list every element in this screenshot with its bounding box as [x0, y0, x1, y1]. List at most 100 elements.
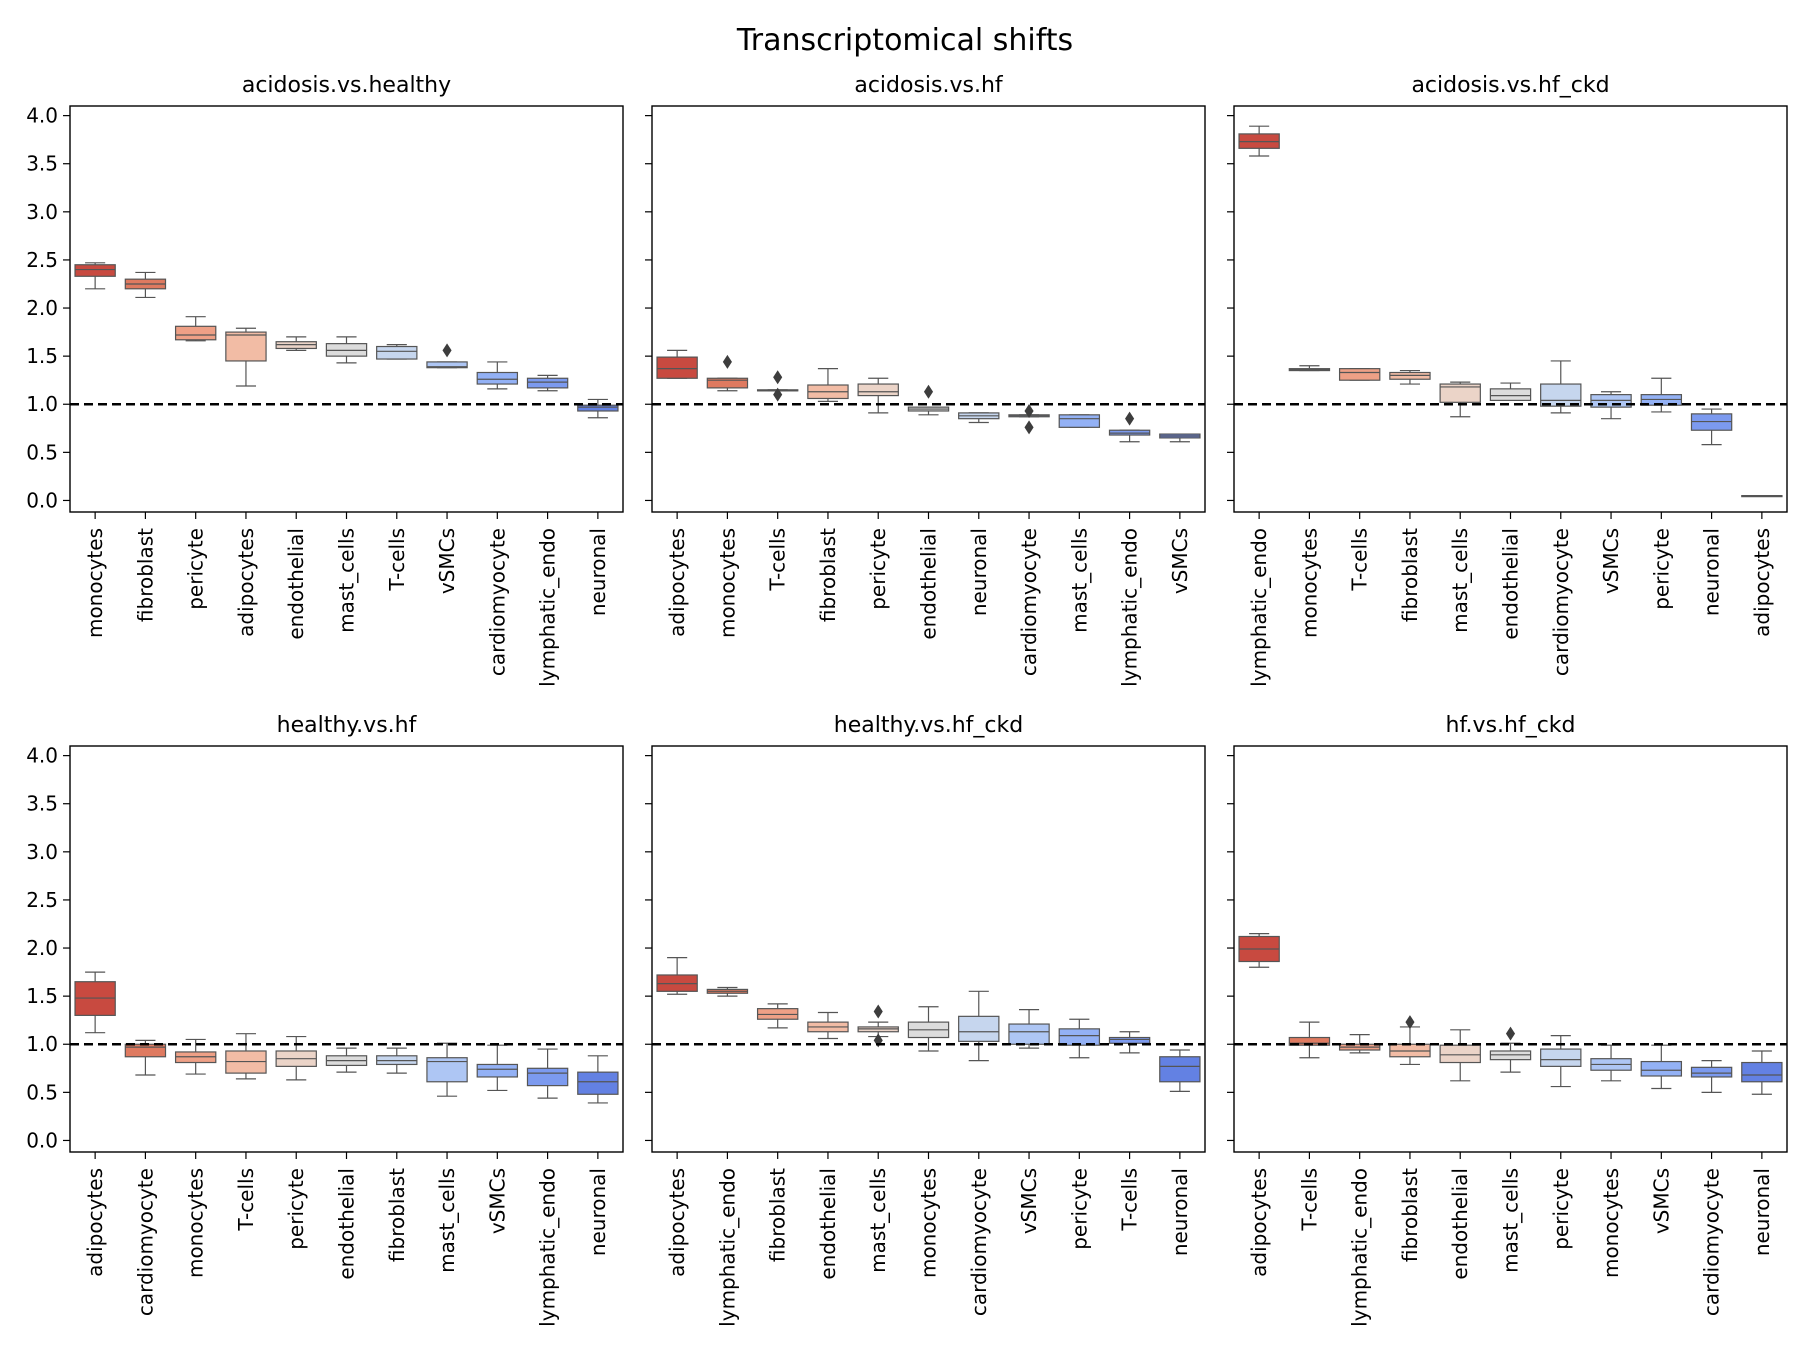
x-tick-label: cardiomyocyte [1700, 1168, 1724, 1316]
panel-title: acidosis.vs.hf_ckd [1411, 73, 1609, 98]
x-tick-label: cardiomyocyte [1549, 528, 1573, 676]
x-tick-label: lymphatic_endo [715, 1168, 739, 1327]
x-tick-label: neuronal [586, 1168, 610, 1256]
box-monocytes [74, 262, 116, 290]
box-body [526, 377, 569, 389]
box-body [1540, 1048, 1582, 1067]
y-tick-label: 2.5 [26, 248, 58, 272]
box-vSMCs [1590, 391, 1632, 420]
x-tick-label: pericyte [1649, 528, 1673, 610]
box-body [476, 371, 519, 385]
box-mast_cells [857, 1004, 899, 1048]
box-cardiomyocyte [124, 1039, 167, 1076]
box-adipocytes [1238, 933, 1280, 968]
box-fibroblast [124, 271, 167, 299]
axes-frame [69, 745, 624, 1153]
y-tick-label: 3.0 [26, 200, 58, 224]
y-tick-label: 1.0 [26, 1032, 58, 1056]
panel-title: acidosis.vs.healthy [242, 73, 451, 98]
y-tick-label: 4.0 [26, 104, 58, 128]
panel-2: acidosis.vs.hf adipocytes monocytes T-cells… [645, 73, 1206, 687]
x-tick-label: mast_cells [435, 1168, 459, 1273]
outlier-point [1505, 1026, 1516, 1041]
box-neuronal [1690, 408, 1733, 446]
box-pericyte [1640, 377, 1683, 413]
box-adipocytes [1741, 495, 1783, 498]
box-fibroblast [756, 1003, 799, 1029]
box-body [376, 345, 418, 360]
x-tick-label: adipocytes [83, 1168, 107, 1277]
x-tick-label: monocytes [1599, 1168, 1623, 1278]
box-mast_cells [426, 1042, 468, 1097]
box-body [1741, 1061, 1783, 1083]
box-neuronal [1741, 1050, 1783, 1095]
box-lymphatic_endo [1238, 125, 1280, 157]
box-vSMCs [1008, 1009, 1050, 1049]
x-tick-label: monocytes [917, 1168, 941, 1278]
box-endothelial [807, 1011, 849, 1040]
box-vSMCs [476, 1044, 519, 1092]
x-tick-label: endothelial [816, 1168, 840, 1280]
panel-title: hf.vs.hf_ckd [1445, 713, 1575, 738]
x-tick-label: neuronal [1168, 1168, 1192, 1256]
box-monocytes [706, 354, 749, 392]
x-tick-label: neuronal [1750, 1168, 1774, 1256]
panel-title: healthy.vs.hf_ckd [834, 713, 1023, 738]
x-tick-label: adipocytes [1750, 528, 1774, 637]
x-tick-label: monocytes [1297, 528, 1321, 638]
box-lymphatic_endo [1108, 411, 1151, 443]
x-tick-label: vSMCs [1017, 1168, 1041, 1234]
box-mast_cells [1439, 381, 1481, 418]
x-tick-label: neuronal [1700, 528, 1724, 616]
y-tick-label: 3.0 [26, 840, 58, 864]
outlier-point [1405, 1015, 1415, 1030]
y-tick-label: 0.0 [26, 488, 58, 512]
box-body [1008, 1023, 1050, 1045]
x-tick-label: T-cells [385, 528, 409, 591]
box-cardiomyocyte [1690, 1060, 1733, 1093]
x-tick-label: cardiomyocyte [133, 1168, 157, 1316]
x-tick-label: lymphatic_endo [536, 528, 560, 687]
box-lymphatic_endo [526, 374, 569, 392]
box-mast_cells [1489, 1026, 1532, 1073]
box-body [174, 325, 217, 341]
outlier-point [773, 370, 783, 385]
box-body [426, 361, 468, 369]
box-cardiomyocyte [1540, 360, 1582, 414]
box-body [1338, 368, 1381, 381]
x-tick-label: fibroblast [816, 528, 840, 622]
x-tick-label: mast_cells [335, 528, 359, 633]
y-tick-label: 2.0 [26, 936, 58, 960]
box-body [656, 356, 698, 379]
panels: acidosis.vs.healthy 0.0 0.5 1.0 1.5 2.0 2.5 3.0… [26, 73, 1788, 1327]
box-body [1640, 1060, 1683, 1077]
x-tick-label: pericyte [184, 528, 208, 610]
x-tick-label: endothelial [1448, 1168, 1472, 1280]
box-T-cells [1338, 368, 1381, 381]
box-monocytes [1288, 365, 1331, 372]
box-body [577, 1071, 619, 1095]
x-tick-label: vSMCs [1599, 528, 1623, 594]
box-T-cells [756, 370, 799, 402]
box-neuronal [577, 1055, 619, 1104]
panel-4: healthy.vs.hf 0.0 0.5 1.0 1.5 2.0 2.5 3.0 3.5 4.0… [26, 713, 624, 1327]
box-endothelial [1489, 382, 1532, 401]
outlier-point [773, 387, 783, 402]
box-monocytes [174, 1038, 217, 1075]
y-tick-label: 4.0 [26, 744, 58, 768]
box-lymphatic_endo [706, 986, 749, 997]
x-tick-label: endothelial [284, 528, 308, 640]
box-mast_cells [325, 336, 368, 364]
y-tick-label: 0.0 [26, 1128, 58, 1152]
box-body [958, 1015, 1000, 1042]
outlier-point [1024, 403, 1034, 418]
box-lymphatic_endo [526, 1048, 569, 1099]
box-cardiomyocyte [476, 361, 519, 390]
x-tick-label: cardiomyocyte [1017, 528, 1041, 676]
box-pericyte [1540, 1034, 1582, 1088]
x-tick-label: mast_cells [1067, 528, 1091, 633]
x-tick-label: lymphatic_endo [1247, 528, 1271, 687]
box-neuronal [1159, 1049, 1201, 1092]
